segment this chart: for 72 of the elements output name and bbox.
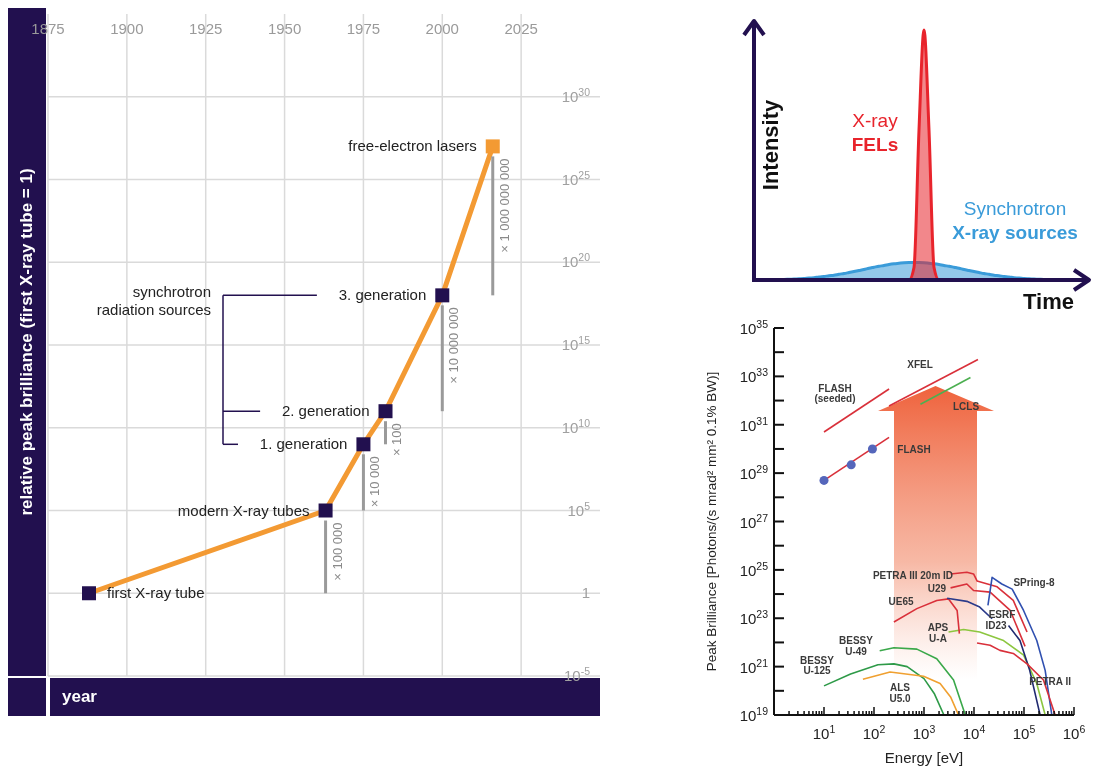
y-tick-label: 10$^{23}$ bbox=[739, 608, 769, 628]
annotation: × 100 000 bbox=[329, 522, 345, 581]
y-tick-label: 10$^{15}$ bbox=[561, 334, 591, 353]
annotation: XFEL bbox=[907, 358, 933, 370]
y-tick-label: 10$^{31}$ bbox=[739, 414, 769, 434]
y-tick-label: 10$^{19}$ bbox=[739, 705, 769, 724]
annotation: U29 bbox=[927, 582, 947, 594]
y-tick-label: 10$^{20}$ bbox=[561, 251, 591, 271]
x-tick-label: 10$^{2}$ bbox=[862, 723, 886, 742]
point bbox=[356, 437, 371, 452]
annotation: first X-ray tube bbox=[107, 584, 205, 602]
x-tick-label: 2025 bbox=[504, 20, 538, 37]
annotation: U-49 bbox=[845, 645, 868, 657]
y-axis-title: Peak Brilliance [Photons/(s mrad² mm² 0.1% BW)] bbox=[704, 371, 719, 672]
x-tick-label: 10$^{4}$ bbox=[962, 723, 986, 742]
annotation: SPring-8 bbox=[1013, 576, 1055, 588]
annotation: BESSY bbox=[839, 634, 874, 646]
y-tick-label: 10$^{10}$ bbox=[561, 416, 591, 436]
x-axis-title: Time bbox=[1023, 289, 1074, 314]
y-axis-title: Intensity bbox=[758, 99, 783, 191]
annotation: × 1 000 000 000 bbox=[496, 158, 512, 253]
annotation: ID23 bbox=[985, 619, 1007, 631]
x-tick-label: 1950 bbox=[267, 20, 302, 37]
x-tick-label: 1975 bbox=[346, 20, 381, 37]
annotation: × 10 000 bbox=[367, 456, 383, 508]
y-tick-label: 10$^{25}$ bbox=[739, 559, 769, 579]
x-axis-title: year bbox=[62, 687, 97, 706]
x-axis-title: Energy [eV] bbox=[884, 749, 964, 766]
annotation: FLASH bbox=[897, 443, 931, 455]
annotation: UE65 bbox=[888, 595, 914, 607]
x-tick-label: 10$^{5}$ bbox=[1012, 723, 1036, 742]
y-tick-label: 1 bbox=[581, 584, 590, 602]
y-tick-label: 10$^{35}$ bbox=[739, 318, 769, 337]
annotation: ALS bbox=[890, 681, 911, 693]
annotation: U5.0 bbox=[889, 692, 911, 704]
annotation: PETRA III 20m ID bbox=[872, 569, 954, 581]
annotation: (seeded) bbox=[814, 392, 856, 404]
y-tick-label: 10$^{5}$ bbox=[567, 499, 591, 519]
y-tick-label: 10$^{21}$ bbox=[739, 656, 769, 676]
annotation: × 10 000 000 bbox=[446, 307, 462, 384]
point bbox=[378, 404, 393, 419]
annotation: 3. generation bbox=[338, 286, 427, 304]
annotation: modern X-ray tubes bbox=[177, 501, 310, 519]
y-tick-label: 10$^{33}$ bbox=[739, 366, 769, 386]
annotation: free-electron lasers bbox=[348, 137, 477, 155]
x-tick-label: 1925 bbox=[189, 20, 223, 37]
annotation: BESSY bbox=[800, 654, 835, 666]
y-tick-label: 10$^{30}$ bbox=[561, 85, 591, 105]
point bbox=[82, 586, 97, 601]
series-label: X-ray FELs bbox=[851, 110, 899, 155]
x-tick-label: 2000 bbox=[425, 20, 459, 37]
annotation: U-A bbox=[929, 632, 947, 644]
annotation: 2. generation bbox=[281, 402, 370, 420]
point bbox=[485, 139, 500, 154]
annotation: 1. generation bbox=[259, 435, 348, 453]
y-axis-title: relative peak brilliance (first X-ray tube = 1) bbox=[17, 168, 37, 516]
annotation: APS bbox=[927, 621, 949, 633]
series-label: Synchrotron X-ray sources bbox=[952, 198, 1078, 243]
x-tick-label: 10$^{6}$ bbox=[1062, 723, 1086, 742]
x-tick-label: 1900 bbox=[110, 20, 144, 37]
annotation: FLASH bbox=[818, 382, 852, 394]
x-tick-label: 10$^{1}$ bbox=[812, 723, 836, 742]
point bbox=[318, 503, 333, 518]
annotation: LCLS bbox=[952, 400, 980, 412]
y-tick-label: 10$^{25}$ bbox=[561, 168, 591, 188]
point bbox=[435, 288, 450, 303]
annotation: synchrotron radiation sources bbox=[96, 283, 211, 319]
y-tick-label: 10$^{29}$ bbox=[739, 463, 769, 483]
annotation: × 100 bbox=[389, 423, 405, 457]
x-tick-label: 10$^{3}$ bbox=[912, 723, 936, 742]
annotation: U-125 bbox=[803, 664, 832, 676]
y-tick-label: 10$^{27}$ bbox=[739, 511, 769, 531]
